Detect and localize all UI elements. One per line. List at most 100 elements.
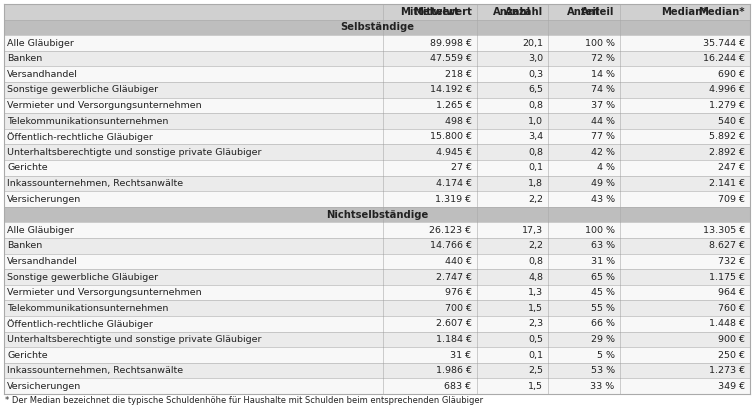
- Bar: [4, 300, 750, 316]
- Text: Nichtselbständige: Nichtselbständige: [326, 210, 428, 220]
- Text: 45 %: 45 %: [590, 288, 615, 297]
- Text: 247 €: 247 €: [718, 163, 745, 172]
- Bar: [4, 20, 750, 35]
- Text: Öffentlich-rechtliche Gläubiger: Öffentlich-rechtliche Gläubiger: [7, 319, 153, 329]
- Text: 55 %: 55 %: [590, 304, 615, 313]
- Text: 2.607 €: 2.607 €: [436, 319, 471, 328]
- Bar: [4, 207, 750, 222]
- Text: Banken: Banken: [7, 241, 42, 250]
- Text: Vermieter und Versorgungsunternehmen: Vermieter und Versorgungsunternehmen: [7, 288, 201, 297]
- Text: Mittelwert: Mittelwert: [400, 7, 459, 17]
- Text: 900 €: 900 €: [718, 335, 745, 344]
- Text: 1.986 €: 1.986 €: [436, 366, 471, 375]
- Text: Sonstige gewerbliche Gläubiger: Sonstige gewerbliche Gläubiger: [7, 272, 158, 281]
- Text: 1.319 €: 1.319 €: [436, 194, 471, 204]
- Text: 218 €: 218 €: [445, 70, 471, 79]
- Text: Gerichte: Gerichte: [7, 163, 48, 172]
- Text: 29 %: 29 %: [590, 335, 615, 344]
- Text: 26.123 €: 26.123 €: [430, 226, 471, 235]
- Text: 1.184 €: 1.184 €: [436, 335, 471, 344]
- Text: Inkassounternehmen, Rechtsanwälte: Inkassounternehmen, Rechtsanwälte: [7, 366, 183, 375]
- Text: Versicherungen: Versicherungen: [7, 194, 81, 204]
- Text: 14.766 €: 14.766 €: [430, 241, 471, 250]
- Text: 49 %: 49 %: [590, 179, 615, 188]
- Bar: [4, 347, 750, 363]
- Text: 3,4: 3,4: [528, 132, 543, 141]
- Text: Unterhaltsberechtigte und sonstige private Gläubiger: Unterhaltsberechtigte und sonstige priva…: [7, 147, 262, 157]
- Text: Anteil: Anteil: [567, 7, 601, 17]
- Text: 100 %: 100 %: [584, 38, 615, 47]
- Text: 0,5: 0,5: [528, 335, 543, 344]
- Text: 4.945 €: 4.945 €: [436, 147, 471, 157]
- Bar: [4, 238, 750, 254]
- Text: 74 %: 74 %: [590, 85, 615, 94]
- Text: 31 %: 31 %: [590, 257, 615, 266]
- Text: 349 €: 349 €: [718, 382, 745, 391]
- Text: 77 %: 77 %: [590, 132, 615, 141]
- Bar: [4, 254, 750, 269]
- Text: 66 %: 66 %: [590, 319, 615, 328]
- Text: 732 €: 732 €: [718, 257, 745, 266]
- Text: 14.192 €: 14.192 €: [430, 85, 471, 94]
- Text: Versandhandel: Versandhandel: [7, 70, 78, 79]
- Text: 1.175 €: 1.175 €: [709, 272, 745, 281]
- Text: 6,5: 6,5: [528, 85, 543, 94]
- Text: 0,8: 0,8: [528, 257, 543, 266]
- Bar: [4, 222, 750, 238]
- Bar: [4, 332, 750, 347]
- Text: 65 %: 65 %: [590, 272, 615, 281]
- Text: 976 €: 976 €: [445, 288, 471, 297]
- Text: Alle Gläubiger: Alle Gläubiger: [7, 226, 74, 235]
- Text: 0,1: 0,1: [528, 163, 543, 172]
- Text: Anzahl: Anzahl: [493, 7, 532, 17]
- Text: 53 %: 53 %: [590, 366, 615, 375]
- Text: 4 %: 4 %: [596, 163, 615, 172]
- Text: Banken: Banken: [7, 54, 42, 63]
- Text: 0,1: 0,1: [528, 351, 543, 360]
- Text: 1.448 €: 1.448 €: [709, 319, 745, 328]
- Bar: [4, 160, 750, 176]
- Bar: [4, 35, 750, 51]
- Bar: [4, 82, 750, 98]
- Text: 31 €: 31 €: [450, 351, 471, 360]
- Text: Mittelwert: Mittelwert: [412, 7, 471, 17]
- Text: 63 %: 63 %: [590, 241, 615, 250]
- Text: 964 €: 964 €: [718, 288, 745, 297]
- Bar: [4, 144, 750, 160]
- Text: Gerichte: Gerichte: [7, 351, 48, 360]
- Text: 33 %: 33 %: [590, 382, 615, 391]
- Bar: [4, 113, 750, 129]
- Text: Vermieter und Versorgungsunternehmen: Vermieter und Versorgungsunternehmen: [7, 101, 201, 110]
- Text: 5.892 €: 5.892 €: [709, 132, 745, 141]
- Text: 42 %: 42 %: [590, 147, 615, 157]
- Text: 2,2: 2,2: [528, 194, 543, 204]
- Text: Sonstige gewerbliche Gläubiger: Sonstige gewerbliche Gläubiger: [7, 85, 158, 94]
- Text: 1,5: 1,5: [528, 382, 543, 391]
- Text: 1,3: 1,3: [528, 288, 543, 297]
- Text: 37 %: 37 %: [590, 101, 615, 110]
- Bar: [4, 363, 750, 378]
- Text: 250 €: 250 €: [718, 351, 745, 360]
- Text: Telekommunikationsunternehmen: Telekommunikationsunternehmen: [7, 304, 168, 313]
- Text: 1,8: 1,8: [528, 179, 543, 188]
- Text: 0,8: 0,8: [528, 147, 543, 157]
- Text: 4.174 €: 4.174 €: [436, 179, 471, 188]
- Text: 47.559 €: 47.559 €: [430, 54, 471, 63]
- Text: 760 €: 760 €: [718, 304, 745, 313]
- Text: Versandhandel: Versandhandel: [7, 257, 78, 266]
- Text: 2,2: 2,2: [528, 241, 543, 250]
- Bar: [4, 285, 750, 300]
- Text: 15.800 €: 15.800 €: [430, 132, 471, 141]
- Text: Inkassounternehmen, Rechtsanwälte: Inkassounternehmen, Rechtsanwälte: [7, 179, 183, 188]
- Text: Anzahl: Anzahl: [505, 7, 543, 17]
- Text: 4.996 €: 4.996 €: [709, 85, 745, 94]
- Bar: [4, 269, 750, 285]
- Text: Alle Gläubiger: Alle Gläubiger: [7, 38, 74, 47]
- Text: 700 €: 700 €: [445, 304, 471, 313]
- Text: 3,0: 3,0: [528, 54, 543, 63]
- Text: 690 €: 690 €: [718, 70, 745, 79]
- Text: 13.305 €: 13.305 €: [703, 226, 745, 235]
- Text: 1.279 €: 1.279 €: [709, 101, 745, 110]
- Text: 2,3: 2,3: [528, 319, 543, 328]
- Bar: [4, 316, 750, 332]
